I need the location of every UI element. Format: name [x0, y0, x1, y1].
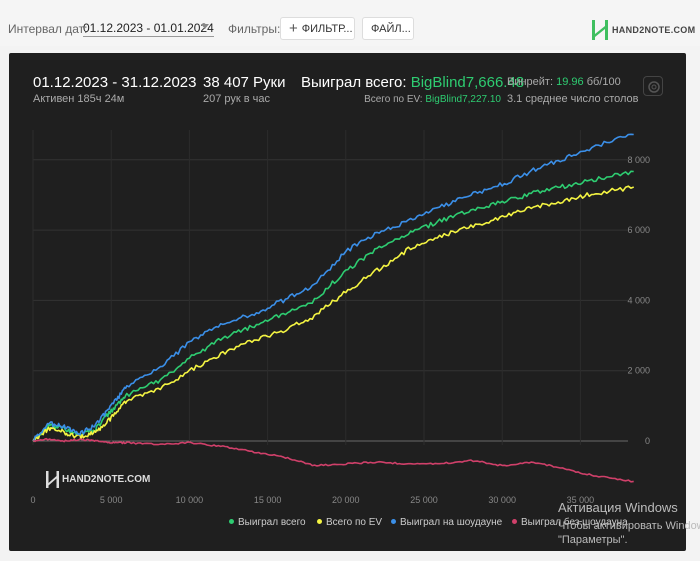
hand2note-watermark-icon — [46, 471, 59, 488]
x-tick-label: 10 000 — [176, 495, 204, 505]
x-tick-label: 35 000 — [567, 495, 595, 505]
legend-label-showdown: Выиграл на шоудауне — [400, 517, 503, 528]
series-line-1 — [32, 185, 635, 442]
winrate: Винрейт: 19.96 бб/100 — [507, 76, 621, 88]
legend-label-ev: Всего по EV — [326, 517, 383, 528]
x-tick-label: 5 000 — [100, 495, 123, 505]
legend-label-nonshowdown: Выиграл без шоудауна — [521, 517, 628, 528]
y-tick-label: 4 000 — [627, 295, 650, 305]
toolbar: Интервал дат: 01.12.2023 - 01.01.2024 Фи… — [0, 0, 700, 46]
x-tick-label: 15 000 — [254, 495, 282, 505]
series-line-0 — [32, 170, 634, 443]
winrate-unit: бб/100 — [586, 76, 621, 88]
gear-icon — [648, 81, 660, 93]
x-axis-ticks: 0 5 000 10 000 15 000 20 000 25 000 30 000 35 0… — [30, 495, 594, 505]
chart-legend: Выиграл всего Всего по EV Выиграл на шоу… — [229, 517, 629, 531]
date-range-picker[interactable]: 01.12.2023 - 01.01.2024 — [83, 21, 214, 37]
legend-dot — [229, 519, 234, 524]
active-time: Активен 185ч 24м — [33, 93, 125, 105]
y-tick-label: 8 000 — [627, 155, 650, 165]
filter-button-label: ФИЛЬТР... — [301, 23, 353, 35]
filter-button[interactable]: + ФИЛЬТР... — [280, 17, 355, 40]
ev-total: Всего по EV: BigBlind7,227.10 — [364, 94, 501, 105]
y-tick-label: 2 000 — [627, 366, 650, 376]
watermark-text: HAND2NOTE.COM — [62, 474, 151, 485]
x-tick-label: 25 000 — [410, 495, 438, 505]
x-tick-label: 30 000 — [488, 495, 516, 505]
legend-item-won[interactable]: Выиграл всего — [229, 517, 306, 528]
hand2note-logo-icon — [592, 20, 608, 40]
winrate-label: Винрейт: — [507, 76, 554, 88]
y-tick-label: 0 — [645, 436, 650, 446]
chart-series — [32, 133, 635, 483]
legend-item-ev[interactable]: Всего по EV — [317, 517, 382, 528]
series-line-2 — [32, 133, 634, 442]
brand-text: HAND2NOTE.COM — [612, 25, 696, 35]
filters-label: Фильтры: — [228, 22, 281, 36]
results-panel — [9, 53, 686, 551]
plus-icon: + — [289, 20, 298, 37]
legend-item-showdown[interactable]: Выиграл на шоудауне — [391, 517, 502, 528]
won-total: Выиграл всего: BigBlind7,666.48 — [301, 74, 524, 91]
hands-per-hour: 207 рук в час — [203, 93, 271, 105]
file-button[interactable]: ФАЙЛ... — [362, 17, 414, 40]
avg-tables: 3.1 среднее число столов — [507, 93, 639, 105]
legend-item-nonshowdown[interactable]: Выиграл без шоудауна — [512, 517, 628, 528]
legend-label-won: Выиграл всего — [238, 517, 306, 528]
file-button-label: ФАЙЛ... — [371, 23, 411, 35]
hands-count: 38 407 Руки — [203, 74, 286, 91]
windows-activation-line1: Чтобы активировать Windows, — [558, 520, 700, 532]
legend-dot — [391, 519, 396, 524]
windows-activation-line2: "Параметры". — [558, 534, 628, 546]
settings-gear-button[interactable] — [643, 76, 663, 96]
windows-activation-title: Активация Windows — [558, 500, 678, 515]
legend-dot — [317, 519, 322, 524]
chevron-down-icon[interactable] — [201, 24, 209, 29]
chart-grid — [32, 130, 628, 445]
legend-dot — [512, 519, 517, 524]
won-total-label: Выиграл всего: — [301, 74, 407, 91]
x-tick-label: 0 — [30, 495, 35, 505]
period-title: 01.12.2023 - 31.12.2023 — [33, 74, 197, 91]
ev-total-label: Всего по EV: — [364, 94, 423, 105]
date-interval-label: Интервал дат: — [8, 22, 88, 36]
y-tick-label: 6 000 — [627, 225, 650, 235]
ev-total-value: BigBlind7,227.10 — [425, 94, 501, 105]
won-total-value: BigBlind7,666.48 — [410, 74, 525, 91]
series-line-3 — [33, 437, 634, 483]
x-tick-label: 20 000 — [332, 495, 360, 505]
winrate-value: 19.96 — [556, 76, 584, 88]
y-axis-ticks: 0 2 000 4 000 6 000 8 000 — [627, 155, 650, 446]
